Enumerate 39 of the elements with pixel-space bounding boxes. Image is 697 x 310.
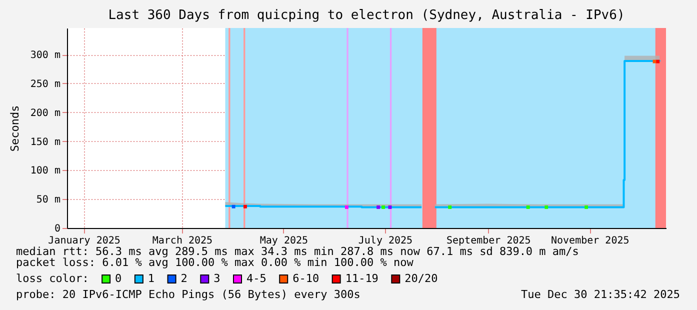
point — [544, 205, 548, 209]
legend-label: 2 — [180, 272, 188, 285]
x-tick-label: September 2025 — [446, 236, 531, 246]
point — [388, 205, 392, 209]
point — [344, 205, 348, 209]
y-axis-title: Seconds — [8, 105, 22, 152]
y-tick-label: 50 m — [36, 194, 60, 206]
legend-label: 20/20 — [404, 272, 438, 285]
legend-title: loss color: — [16, 272, 89, 285]
text: probe: 20 IPv6-ICMP Echo Pings (56 Bytes) every 300s — [16, 288, 360, 301]
point — [376, 205, 380, 209]
legend-label: 6-10 — [292, 272, 320, 285]
legend-label: 11-19 — [345, 272, 378, 285]
point — [243, 204, 247, 208]
x-tick-label: January 2025 — [48, 236, 120, 246]
y-tick-label: 300 m — [30, 50, 60, 62]
point — [448, 205, 452, 209]
legend-label: 3 — [214, 272, 220, 285]
y-tick-label: 0 — [54, 224, 60, 234]
legend-label: 0 — [115, 272, 122, 285]
text: packet loss: 6.01 % avg 100.00 % max 0.00 % min 100.00 % now — [16, 256, 414, 269]
y-tick-label: 250 m — [30, 78, 60, 90]
x-tick-label: May 2025 — [260, 236, 308, 246]
point — [382, 205, 386, 209]
point — [656, 60, 660, 64]
text: Tue Dec 30 21:35:42 2025 — [521, 288, 680, 301]
x-tick-label: November 2025 — [550, 236, 630, 246]
point — [232, 204, 236, 208]
point — [584, 205, 588, 209]
legend-label: 4-5 — [246, 272, 266, 285]
point — [526, 205, 530, 209]
x-tick-label: July 2025 — [358, 236, 413, 246]
chart-title: Last 360 Days from quicping to electron (Sydney, Australia - IPv6) — [108, 8, 625, 23]
text: median rtt: 56.3 ms avg 289.5 ms max 34.3 ms min 287.8 ms now 67.1 ms sd 839.0 m am/s — [16, 245, 579, 258]
y-tick-label: 150 m — [30, 136, 60, 148]
y-tick-label: 100 m — [30, 166, 60, 177]
legend-label: 1 — [148, 272, 155, 285]
x-tick-label: March 2025 — [152, 236, 213, 246]
y-tick-label: 200 m — [30, 108, 60, 119]
